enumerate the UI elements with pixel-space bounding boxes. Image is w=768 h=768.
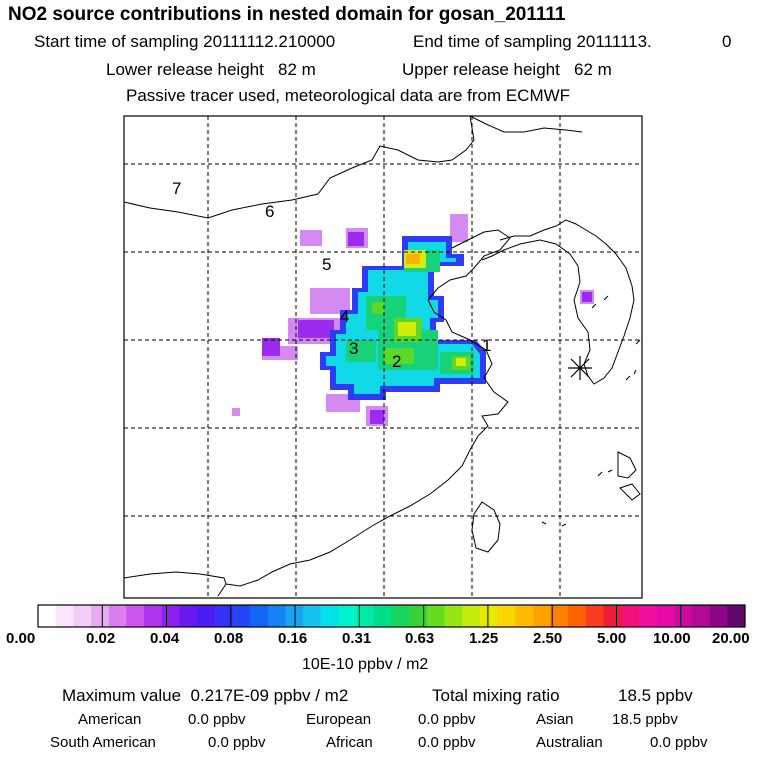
end-time-suffix: 0 [722, 32, 732, 51]
colorbar-swatch [409, 605, 428, 627]
colorbar-swatch [497, 605, 516, 627]
end-time: End time of sampling 20111113. [413, 32, 652, 51]
colorbar-tick-label: 0.31 [342, 630, 372, 647]
american-label: American [78, 711, 142, 728]
colorbar-tick-label: 0.63 [405, 630, 435, 647]
map-title: NO2 source contributions in nested domai… [8, 4, 566, 25]
asterisk-icon [568, 356, 592, 380]
colorbar-swatch [197, 605, 216, 627]
start-time: Start time of sampling 20111112.210000 [34, 32, 336, 51]
region-label: 3 [349, 339, 358, 358]
region-label: 6 [265, 202, 274, 221]
colorbar-swatch [108, 605, 127, 627]
region-label: 7 [172, 179, 181, 198]
lower-release-height: Lower release height 82 m [106, 60, 316, 79]
colorbar-swatch [532, 605, 552, 627]
colorbar-swatch [38, 605, 57, 627]
region-label: 5 [322, 255, 331, 274]
tracer-note: Passive tracer used, meteorological data… [126, 86, 571, 105]
colorbar-swatch [479, 605, 499, 627]
colorbar-swatch [426, 605, 446, 627]
colorbar-swatch [144, 605, 163, 627]
colorbar-swatch [250, 605, 269, 627]
south-american-value: 0.0 ppbv [208, 734, 266, 751]
colorbar-tick-label: 0.04 [150, 630, 180, 647]
region-label: 2 [392, 352, 401, 371]
colorbar-tick-label: 0.02 [86, 630, 116, 647]
coastline [124, 116, 641, 597]
colorbar-border [37, 604, 746, 628]
colorbar-swatch [91, 605, 110, 627]
colorbar-swatch [55, 605, 74, 627]
asian-label: Asian [536, 711, 574, 728]
american-value: 0.0 ppbv [188, 711, 246, 728]
upper-release-height: Upper release height 62 m [402, 60, 612, 79]
colorbar-swatch [621, 605, 640, 627]
colorbar [37, 604, 746, 628]
colorbar-swatch [727, 605, 746, 627]
colorbar-unit: 10E-10 ppbv / m2 [302, 656, 429, 673]
colorbar-swatch [267, 605, 286, 627]
total-mixing-label: Total mixing ratio [432, 686, 560, 705]
african-value: 0.0 ppbv [418, 734, 476, 751]
australian-label: Australian [536, 734, 603, 751]
colorbar-swatch [603, 605, 622, 627]
maximum-value: Maximum value 0.217E-09 ppbv / m2 [62, 686, 349, 705]
south-american-label: South American [50, 734, 156, 751]
colorbar-swatch [656, 605, 675, 627]
colorbar-swatch [73, 605, 92, 627]
colorbar-tick-label: 1.25 [469, 630, 499, 647]
colorbar-swatch [161, 605, 180, 627]
colorbar-tick-label: 10.00 [653, 630, 691, 647]
colorbar-tick-label: 0.16 [278, 630, 308, 647]
european-label: European [306, 711, 372, 728]
african-label: African [326, 734, 373, 751]
region-labels: 1 2 3 4 5 6 7 [172, 179, 491, 371]
colorbar-swatch [338, 605, 357, 627]
colorbar-swatch [550, 605, 569, 627]
european-value: 0.0 ppbv [418, 711, 476, 728]
total-mixing-value: 18.5 ppbv [618, 686, 693, 705]
colorbar-swatch [585, 605, 605, 627]
region-label: 4 [340, 307, 349, 326]
colorbar-swatch [515, 605, 534, 627]
colorbar-swatch [320, 605, 339, 627]
colorbar-swatch [444, 605, 463, 627]
colorbar-swatch [691, 605, 711, 627]
map-frame [123, 115, 643, 599]
colorbar-swatch [303, 605, 322, 627]
colorbar-swatch [214, 605, 233, 627]
colorbar-swatch [373, 605, 392, 627]
colorbar-tick-label: 20.00 [712, 630, 750, 647]
colorbar-swatch [462, 605, 481, 627]
colorbar-swatch [356, 605, 375, 627]
region-label: 1 [482, 336, 491, 355]
colorbar-swatch [179, 605, 198, 627]
colorbar-swatch [126, 605, 145, 627]
australian-value: 0.0 ppbv [650, 734, 708, 751]
colorbar-swatch [232, 605, 251, 627]
asian-value: 18.5 ppbv [612, 711, 678, 728]
colorbar-swatch [674, 605, 693, 627]
concentration-plume [232, 214, 594, 426]
colorbar-tick-label: 5.00 [597, 630, 627, 647]
colorbar-tick-label: 0.08 [214, 630, 244, 647]
colorbar-swatch [709, 605, 728, 627]
colorbar-swatch [638, 605, 658, 627]
colorbar-tick-label: 2.50 [533, 630, 563, 647]
graticule [124, 116, 642, 598]
colorbar-swatch [285, 605, 304, 627]
colorbar-swatch [391, 605, 410, 627]
colorbar-swatch [568, 605, 587, 627]
colorbar-tick-label: 0.00 [6, 630, 36, 647]
